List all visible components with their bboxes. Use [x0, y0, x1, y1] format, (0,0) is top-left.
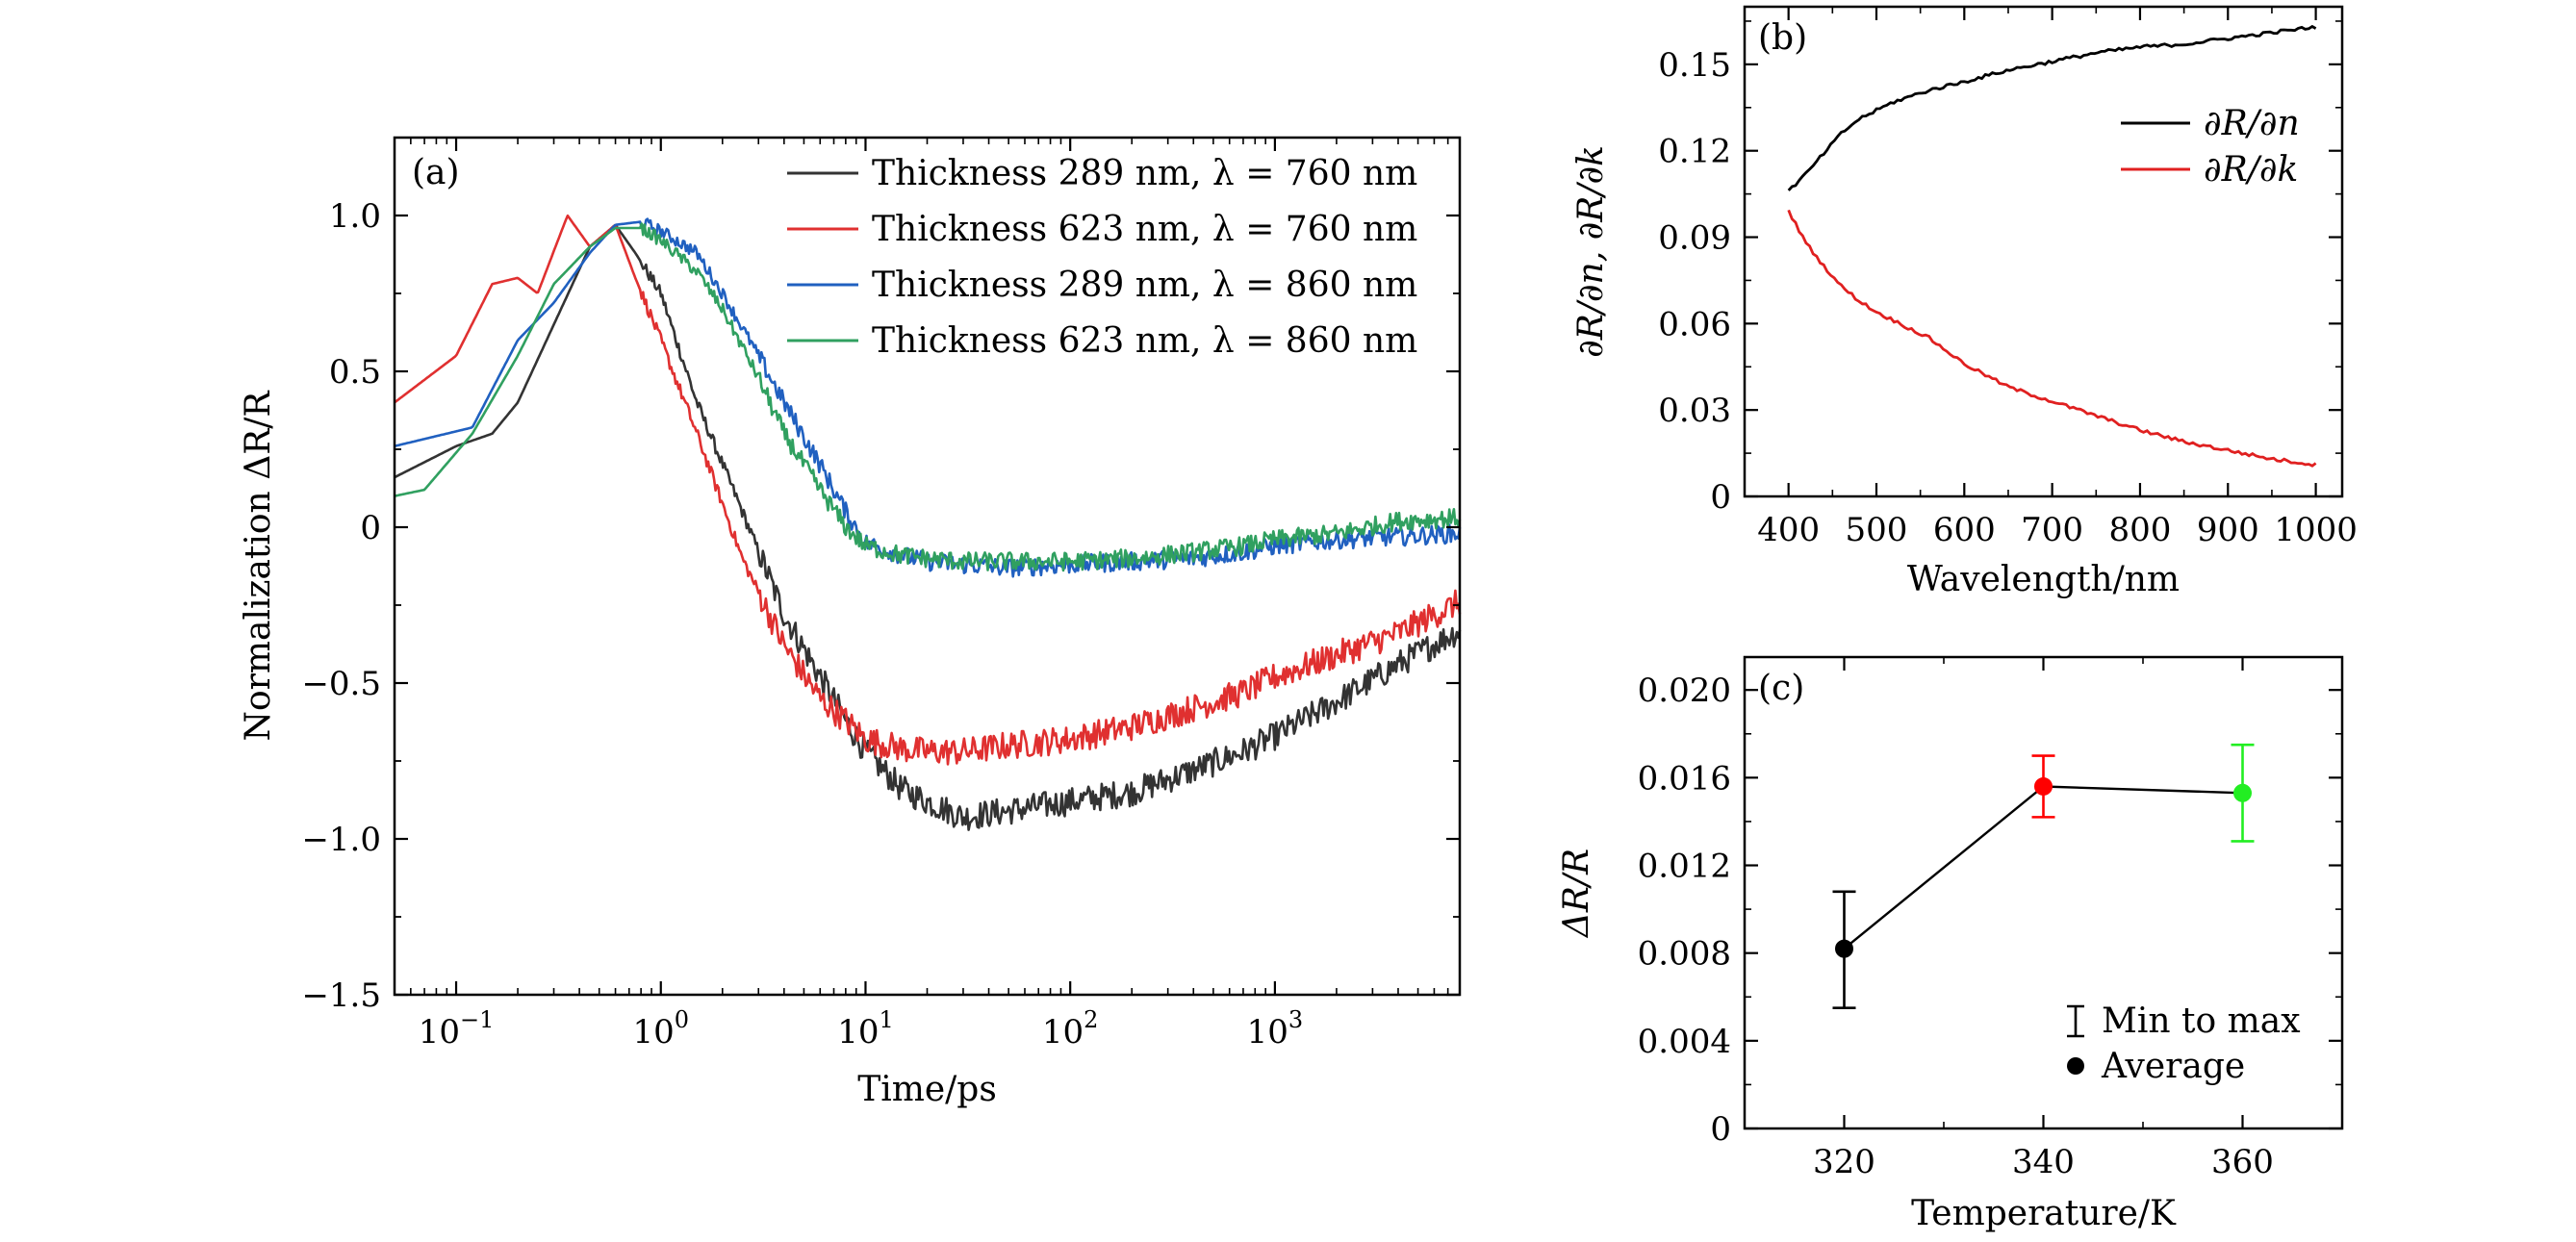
x-tick-label: 1000	[2274, 511, 2358, 549]
average-point	[2233, 783, 2252, 802]
panel-b-frame	[1743, 5, 2344, 498]
series-line-4	[394, 222, 1462, 572]
legend-label: Thickness 623 nm, λ = 860 nm	[872, 321, 1417, 361]
panel-label: (b)	[1758, 18, 1807, 58]
x-tick-label: 101	[837, 1006, 894, 1052]
y-tick-label: 0	[1710, 478, 1731, 517]
panel-c: 0 0.004 0.008 0.012 0.016 0.020 320 340 360 Tempe…	[1557, 655, 2344, 1233]
x-tick-base: 10	[1042, 1013, 1084, 1052]
panel-b: 0 0.03 0.06 0.09 0.12 0.15 400 500 600 700 800 900 1…	[1571, 5, 2358, 599]
x-tick-label: 900	[2197, 511, 2259, 549]
panel-a: −1.5−1.0−0.500.51.010−1 100 101 102 103Time/…	[239, 136, 1462, 1109]
y-tick-label: 0.008	[1638, 935, 1731, 974]
y-axis-label: Normalization ΔR/R	[239, 391, 278, 742]
x-tick-base: 10	[1247, 1013, 1288, 1052]
x-tick-base: 10	[419, 1013, 460, 1052]
y-tick-label: 0.020	[1638, 672, 1731, 710]
x-tick-label: 360	[2211, 1143, 2274, 1181]
y-tick-label: 0.03	[1658, 392, 1731, 430]
x-tick-label: 320	[1813, 1143, 1875, 1181]
x-tick-label: 103	[1247, 1006, 1304, 1052]
y-tick-label: 0	[1710, 1110, 1731, 1149]
x-axis-label: Time/ps	[857, 1070, 997, 1109]
y-tick-label: 0.15	[1658, 46, 1731, 85]
y-axis-label: ΔR/R	[1557, 849, 1596, 939]
legend-label: Average	[2101, 1047, 2245, 1086]
x-tick-label: 700	[2021, 511, 2083, 549]
series-line-1	[1787, 24, 2317, 191]
x-tick-exponent: 0	[675, 1006, 689, 1033]
panel-label: (c)	[1758, 669, 1804, 708]
legend-label: ∂R/∂n	[2204, 104, 2300, 143]
series-line-2	[1787, 209, 2317, 468]
x-tick-exponent: 3	[1288, 1006, 1303, 1033]
x-axis-label: Wavelength/nm	[1907, 560, 2180, 599]
legend-label: Min to max	[2102, 1001, 2301, 1041]
legend-label: Thickness 289 nm, λ = 860 nm	[872, 266, 1417, 305]
y-tick-label: 0.09	[1658, 219, 1731, 258]
legend-label: ∂R/∂k	[2204, 150, 2298, 190]
x-tick-label: 600	[1933, 511, 1996, 549]
x-tick-label: 340	[2012, 1143, 2075, 1181]
y-tick-label: −1.5	[301, 976, 381, 1015]
x-tick-label: 500	[1846, 511, 1908, 549]
series-line-2	[394, 214, 1462, 766]
x-tick-base: 10	[632, 1013, 674, 1052]
y-tick-label: 0	[360, 509, 381, 547]
y-tick-label: 0.06	[1658, 305, 1731, 343]
legend-label: Thickness 289 nm, λ = 760 nm	[872, 154, 1417, 193]
legend-average-symbol	[2067, 1057, 2084, 1075]
panel-label: (a)	[412, 153, 460, 192]
x-tick-base: 10	[837, 1013, 879, 1052]
series-line-1	[394, 223, 1462, 831]
y-tick-label: 0.012	[1638, 848, 1731, 886]
x-axis-label: Temperature/K	[1911, 1194, 2177, 1233]
y-tick-label: 0.016	[1638, 759, 1731, 798]
x-tick-label: 10−1	[419, 1006, 495, 1052]
legend-label: Thickness 623 nm, λ = 760 nm	[872, 210, 1417, 249]
x-tick-exponent: −1	[460, 1006, 494, 1033]
x-tick-label: 400	[1757, 511, 1820, 549]
y-tick-label: 1.0	[329, 197, 381, 236]
average-point	[1835, 939, 1853, 958]
x-tick-exponent: 1	[879, 1006, 893, 1033]
y-tick-label: −0.5	[301, 665, 381, 703]
average-point	[2034, 776, 2053, 796]
x-tick-label: 102	[1042, 1006, 1099, 1052]
x-tick-label: 800	[2109, 511, 2172, 549]
y-tick-label: 0.12	[1658, 133, 1731, 171]
y-axis-label: ∂R/∂n, ∂R/∂k	[1571, 145, 1611, 358]
x-tick-label: 100	[632, 1006, 689, 1052]
y-tick-label: 0.5	[329, 353, 381, 392]
y-tick-label: 0.004	[1638, 1023, 1731, 1061]
y-tick-label: −1.0	[301, 821, 381, 859]
x-tick-exponent: 2	[1084, 1006, 1098, 1033]
